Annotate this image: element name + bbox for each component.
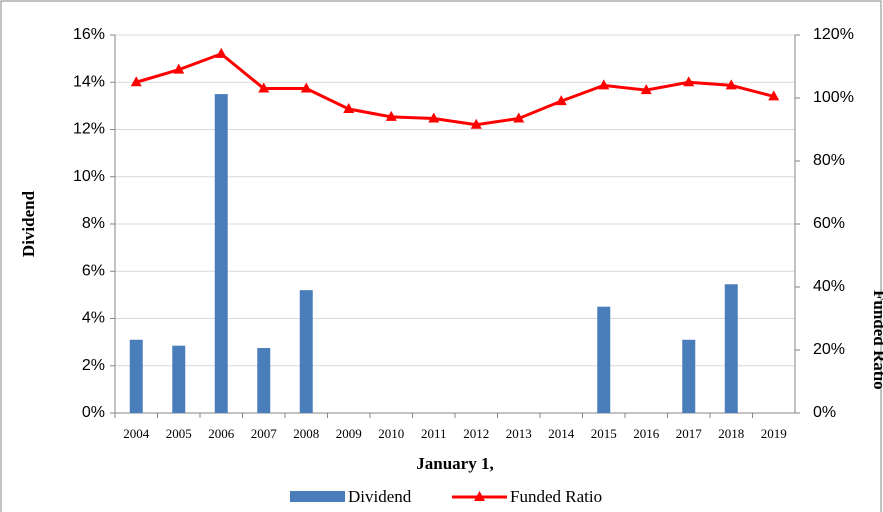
bar: [129, 339, 143, 413]
x-tick-label: 2010: [378, 426, 404, 441]
y2-tick-label: 80%: [813, 152, 845, 169]
y2-axis-title: Funded Ratio: [870, 290, 883, 390]
y-tick-label: 4%: [82, 310, 105, 327]
marker: [343, 103, 355, 114]
line: [135, 52, 775, 127]
y-tick-label: 2%: [82, 357, 105, 374]
y2-tick-label: 40%: [813, 278, 845, 295]
marker: [725, 79, 737, 90]
x-tick-label: 2013: [506, 426, 532, 441]
x-tick-label: 2019: [761, 426, 787, 441]
x-tick-label: 2011: [421, 426, 447, 441]
marker: [258, 82, 270, 93]
marker: [683, 76, 695, 87]
y2-tick-label: 120%: [813, 26, 854, 43]
bar: [597, 306, 611, 413]
y2-tick-label: 20%: [813, 341, 845, 358]
legend-label: Dividend: [348, 487, 412, 506]
y-tick-label: 6%: [82, 262, 105, 279]
x-tick-label: 2006: [208, 426, 235, 441]
x-tick-label: 2018: [718, 426, 744, 441]
marker: [513, 112, 525, 123]
bar: [682, 339, 696, 413]
y2-tick-label: 60%: [813, 215, 845, 232]
marker: [215, 47, 227, 58]
bar: [214, 94, 228, 413]
y-tick-label: 8%: [82, 215, 105, 232]
bar: [257, 348, 271, 413]
marker: [428, 112, 440, 123]
y-tick-label: 10%: [73, 168, 105, 185]
bar: [299, 290, 313, 413]
bar: [172, 345, 186, 413]
x-tick-label: 2015: [591, 426, 617, 441]
x-tick-label: 2017: [676, 426, 703, 441]
marker: [555, 95, 567, 106]
y-tick-label: 0%: [82, 404, 105, 421]
x-axis-title: January 1,: [416, 454, 493, 473]
x-tick-label: 2012: [463, 426, 489, 441]
x-tick-label: 2014: [548, 426, 575, 441]
bar: [724, 284, 738, 413]
legend-swatch: [290, 491, 345, 502]
y-axis-title: Dividend: [19, 190, 38, 257]
x-tick-label: 2016: [633, 426, 660, 441]
marker: [768, 90, 780, 101]
legend-marker: [474, 491, 485, 501]
marker: [385, 110, 397, 121]
x-tick-label: 2009: [336, 426, 362, 441]
y2-tick-label: 0%: [813, 404, 836, 421]
y-tick-label: 16%: [73, 26, 105, 43]
x-tick-label: 2007: [251, 426, 278, 441]
y2-tick-label: 100%: [813, 89, 854, 106]
x-tick-label: 2004: [123, 426, 150, 441]
x-tick-label: 2008: [293, 426, 319, 441]
legend-label: Funded Ratio: [510, 487, 602, 506]
y-tick-label: 12%: [73, 121, 105, 138]
marker: [470, 118, 482, 129]
y-tick-label: 14%: [73, 73, 105, 90]
marker: [300, 82, 312, 93]
x-tick-label: 2005: [166, 426, 192, 441]
marker: [598, 79, 610, 90]
marker: [173, 63, 185, 74]
marker: [130, 76, 142, 87]
marker: [640, 84, 652, 95]
